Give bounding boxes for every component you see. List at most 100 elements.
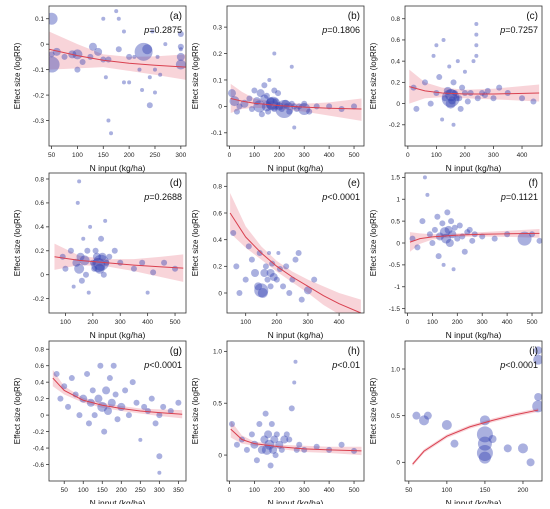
data-point <box>533 354 542 365</box>
y-tick-label: -0.1 <box>211 130 223 137</box>
data-point <box>280 435 289 444</box>
data-point <box>469 237 476 244</box>
data-point <box>434 213 441 220</box>
data-point <box>175 399 182 406</box>
data-point <box>148 395 155 402</box>
data-point <box>265 108 272 115</box>
data-point <box>286 436 293 443</box>
data-point <box>242 276 249 283</box>
scatter-panel: 0 100 200 300 400 500 -0.1 0 0.1 0.2 0.3 N input (k… <box>191 5 365 173</box>
data-point <box>532 400 542 413</box>
data-point <box>275 90 282 97</box>
data-point <box>426 231 433 238</box>
data-point <box>256 250 263 256</box>
data-point <box>142 44 153 55</box>
x-tick-label: 100 <box>441 487 452 494</box>
data-point <box>278 106 285 113</box>
data-point <box>156 453 163 460</box>
plot-frame <box>226 340 365 482</box>
y-axis-label: Effect size (logRR) <box>13 209 22 276</box>
data-point <box>101 16 106 21</box>
data-point <box>271 106 278 113</box>
y-tick-label: 0.2 <box>213 264 222 271</box>
data-point <box>451 89 458 96</box>
data-point <box>476 445 493 461</box>
data-point <box>121 80 126 85</box>
panel-label: (b) <box>348 11 360 22</box>
data-point <box>456 95 463 102</box>
plot-frame <box>226 5 365 147</box>
plot-frame <box>48 340 187 482</box>
data-point <box>461 248 468 255</box>
data-point <box>94 47 103 56</box>
data-point <box>293 106 300 113</box>
y-tick-label: 0.8 <box>391 16 400 23</box>
y-axis-label: Effect size (logRR) <box>369 209 378 276</box>
x-tick-label: 150 <box>479 487 490 494</box>
data-point <box>268 420 275 427</box>
data-point <box>467 89 474 96</box>
data-point <box>313 443 320 450</box>
data-point <box>439 227 450 238</box>
data-point <box>127 80 132 85</box>
data-point <box>132 54 137 59</box>
x-tick-label: 250 <box>150 152 161 159</box>
y-tick-label: 0 <box>396 460 400 467</box>
data-point <box>298 103 311 116</box>
data-point <box>464 98 471 105</box>
data-point <box>109 131 114 136</box>
scatter-panel: 0 100 200 300 400 -0.2 0 0.2 0.4 0.6 0.8 N input (k… <box>369 5 543 173</box>
data-point <box>459 233 466 240</box>
y-tick-label: 0.2 <box>391 80 400 87</box>
x-tick-label: 400 <box>324 487 335 494</box>
data-point <box>456 222 463 229</box>
data-point <box>92 252 101 261</box>
x-tick-label: 300 <box>488 152 499 159</box>
data-point <box>260 435 269 444</box>
y-tick-label: 0 <box>396 240 400 247</box>
panel-label: (c) <box>526 11 538 22</box>
data-point <box>261 444 272 455</box>
data-point <box>269 260 276 267</box>
data-point <box>103 218 108 223</box>
panel-label: (e) <box>348 178 360 189</box>
data-point <box>260 94 269 103</box>
x-tick-label: 350 <box>173 487 184 494</box>
panel-label: (f) <box>529 178 538 189</box>
data-point <box>419 415 430 426</box>
data-point <box>488 435 497 443</box>
data-point <box>267 251 272 255</box>
x-tick-label: 400 <box>502 319 513 326</box>
p-value-label: p=0.7257 <box>499 25 538 35</box>
data-point <box>139 259 146 266</box>
y-tick-label: -0.2 <box>33 296 45 303</box>
data-point <box>266 97 275 106</box>
data-point <box>425 192 430 197</box>
data-point <box>451 122 456 127</box>
x-axis-label: N input (kg/ha) <box>90 163 146 173</box>
x-tick-label: 300 <box>175 152 186 159</box>
data-point <box>65 403 72 410</box>
data-point <box>441 89 460 108</box>
y-tick-label: -1.5 <box>389 306 401 313</box>
data-point <box>98 235 105 242</box>
data-point <box>140 88 145 92</box>
data-point <box>175 59 186 70</box>
data-point <box>103 407 112 415</box>
data-point <box>451 224 458 231</box>
data-point <box>440 117 445 122</box>
x-tick-label: 200 <box>452 319 463 326</box>
data-point <box>121 29 126 34</box>
p-value-label: p=0.2688 <box>143 192 182 202</box>
data-point <box>479 233 486 240</box>
data-point <box>116 16 121 21</box>
point-group <box>59 179 179 295</box>
y-tick-label: 0.6 <box>391 37 400 44</box>
x-tick-label: 50 <box>48 152 56 159</box>
data-point <box>163 42 168 47</box>
y-tick-label: 1 <box>396 197 400 204</box>
data-point <box>286 108 293 115</box>
data-point <box>306 108 313 115</box>
data-point <box>91 412 98 419</box>
data-point <box>265 97 278 110</box>
